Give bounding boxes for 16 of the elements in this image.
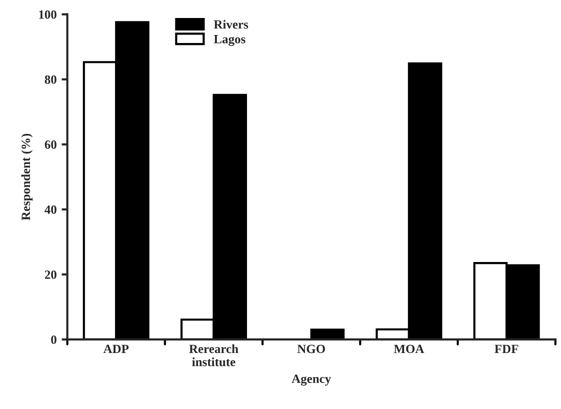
legend-label: Rivers [214, 20, 248, 29]
y-tick-label: 20 [44, 270, 56, 279]
y-tick-label: 80 [44, 75, 56, 84]
y-tick-label: 100 [39, 10, 56, 19]
x-tick-label: NGO [297, 344, 325, 354]
y-tick-label: 0 [51, 335, 56, 344]
x-axis-title: Agency [292, 374, 332, 386]
y-tick-label: 40 [44, 205, 56, 214]
legend-label: Lagos [214, 35, 246, 46]
y-axis-title: Respondent (%) [21, 134, 33, 220]
y-tick-label: 60 [44, 140, 56, 149]
bar [310, 328, 345, 340]
x-tick-label: MOA [394, 344, 424, 354]
x-tick-label: ADP [103, 344, 129, 354]
x-tick-label: FDF [494, 344, 518, 354]
x-tick-label: Rerearch institute [189, 344, 238, 366]
